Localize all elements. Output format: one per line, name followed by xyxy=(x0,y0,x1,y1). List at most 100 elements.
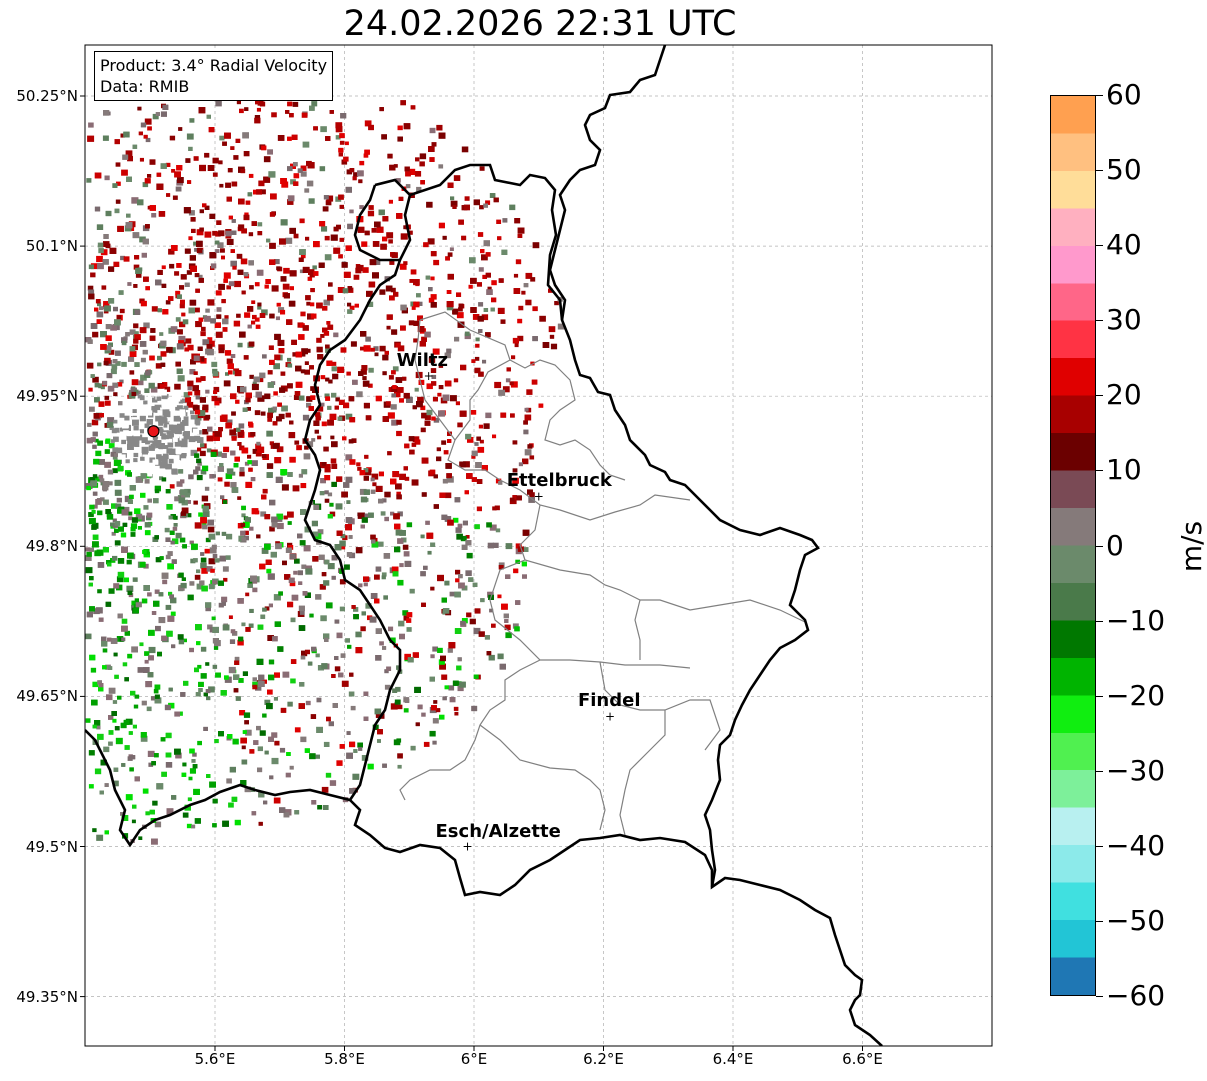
country-border-south xyxy=(349,799,883,1046)
radar-pixel xyxy=(176,263,182,268)
radar-pixel xyxy=(432,740,437,745)
radar-pixel xyxy=(359,470,366,476)
radar-pixel xyxy=(248,623,254,628)
radar-pixel xyxy=(464,333,471,340)
radar-pixel xyxy=(453,706,459,711)
radar-pixel xyxy=(289,113,294,118)
radar-pixel xyxy=(124,745,130,750)
radar-pixel xyxy=(429,127,436,134)
radar-pixel xyxy=(465,535,470,539)
radar-pixel xyxy=(86,551,92,557)
radar-pixel xyxy=(275,543,282,550)
radar-pixel xyxy=(120,454,126,460)
radar-pixel xyxy=(486,651,492,656)
radar-pixel xyxy=(159,476,164,481)
radar-pixel xyxy=(212,823,217,828)
radar-pixel xyxy=(164,386,171,392)
radar-pixel xyxy=(447,439,452,443)
radar-pixel xyxy=(316,302,323,309)
radar-velocity-layer xyxy=(85,100,565,845)
radar-pixel xyxy=(413,320,420,326)
radar-pixel xyxy=(115,503,122,509)
radar-pixel xyxy=(169,530,175,535)
radar-pixel xyxy=(92,491,98,496)
radar-pixel xyxy=(348,439,354,444)
radar-pixel xyxy=(108,342,113,347)
radar-pixel xyxy=(305,700,311,706)
radar-pixel xyxy=(111,711,117,716)
radar-pixel xyxy=(175,290,181,296)
radar-pixel xyxy=(394,391,401,398)
radar-pixel xyxy=(194,453,200,458)
radar-pixel xyxy=(226,468,234,475)
radar-pixel xyxy=(420,534,425,539)
radar-pixel xyxy=(371,541,379,548)
radar-pixel xyxy=(187,180,192,184)
radar-pixel xyxy=(287,521,292,525)
radar-pixel xyxy=(121,509,129,516)
radar-pixel xyxy=(231,796,238,802)
radar-pixel xyxy=(477,446,485,453)
radar-pixel xyxy=(349,788,356,794)
radar-pixel xyxy=(336,760,343,766)
radar-pixel xyxy=(113,392,118,397)
radar-pixel xyxy=(297,533,303,539)
radar-pixel xyxy=(193,156,199,161)
radar-pixel xyxy=(149,335,156,341)
radar-pixel xyxy=(424,420,431,426)
radar-pixel xyxy=(179,303,185,309)
radar-pixel xyxy=(198,512,203,517)
radar-pixel xyxy=(261,145,267,151)
radar-pixel xyxy=(280,469,288,476)
radar-pixel xyxy=(339,540,346,547)
radar-pixel xyxy=(438,364,444,368)
x-tick-label: 5.8°E xyxy=(324,1050,365,1068)
radar-pixel xyxy=(195,377,202,383)
radar-pixel xyxy=(309,613,314,618)
radar-pixel xyxy=(299,269,304,274)
radar-pixel xyxy=(212,638,219,644)
radar-pixel xyxy=(196,583,204,590)
radar-pixel xyxy=(178,711,183,716)
radar-pixel xyxy=(497,594,502,599)
radar-pixel xyxy=(149,809,155,815)
radar-pixel xyxy=(365,336,371,342)
radar-pixel xyxy=(436,447,441,452)
radar-pixel xyxy=(135,601,142,608)
radar-pixel xyxy=(264,284,269,289)
radar-pixel xyxy=(198,688,203,692)
radar-pixel xyxy=(117,558,125,564)
radar-pixel xyxy=(321,462,326,466)
radar-pixel xyxy=(94,476,101,482)
radar-pixel xyxy=(174,496,180,502)
radar-pixel xyxy=(418,379,425,385)
radar-pixel xyxy=(276,522,284,530)
radar-pixel xyxy=(168,687,173,692)
radar-pixel xyxy=(464,331,470,336)
radar-pixel xyxy=(432,348,440,355)
radar-pixel xyxy=(154,589,160,594)
radar-pixel xyxy=(371,228,377,233)
radar-pixel xyxy=(103,746,110,753)
radar-pixel xyxy=(390,511,395,516)
radar-pixel xyxy=(232,738,239,745)
radar-pixel xyxy=(455,569,461,575)
radar-pixel xyxy=(384,669,389,674)
radar-pixel xyxy=(210,568,215,573)
radar-pixel xyxy=(115,737,123,745)
radar-pixel xyxy=(348,691,355,697)
radar-pixel xyxy=(279,238,286,245)
radar-pixel xyxy=(291,594,299,601)
radar-pixel xyxy=(195,421,200,426)
radar-pixel xyxy=(439,663,446,670)
radar-pixel xyxy=(453,175,461,181)
radar-pixel xyxy=(419,153,427,160)
radar-pixel xyxy=(400,233,408,240)
radar-pixel xyxy=(115,361,121,366)
radar-pixel xyxy=(403,551,410,557)
radar-pixel xyxy=(94,438,99,443)
radar-pixel xyxy=(352,176,357,181)
radar-pixel xyxy=(213,434,220,441)
radar-pixel xyxy=(311,520,318,527)
radar-pixel xyxy=(296,445,302,451)
